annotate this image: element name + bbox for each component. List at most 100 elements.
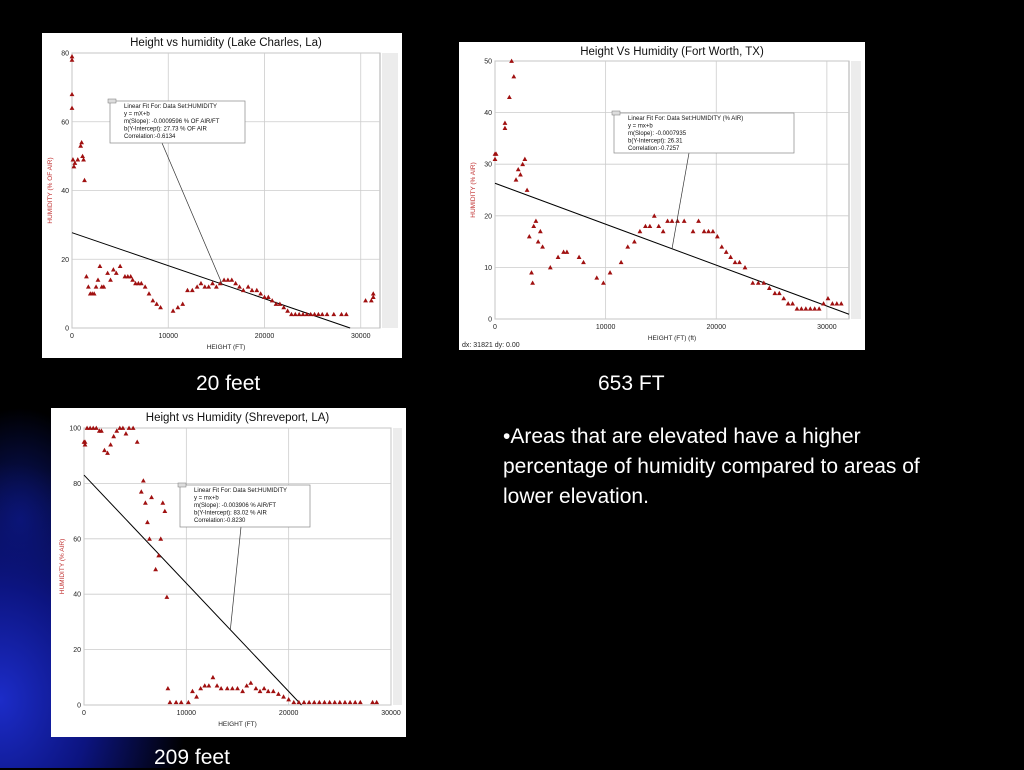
data-point: [337, 699, 343, 705]
data-point: [202, 284, 208, 289]
data-point: [660, 228, 666, 234]
y-tick-label: 100: [69, 426, 81, 433]
data-point: [343, 311, 349, 317]
data-point: [803, 306, 809, 311]
data-point: [154, 301, 160, 306]
data-point: [206, 683, 212, 688]
scrollbar-track: [393, 428, 402, 705]
data-point: [719, 244, 725, 249]
data-point: [113, 270, 119, 275]
data-point: [123, 431, 129, 436]
data-point: [153, 566, 159, 572]
data-point: [319, 311, 325, 317]
data-point: [249, 287, 255, 293]
data-point: [114, 428, 120, 433]
data-point: [111, 433, 117, 439]
y-tick-label: 10: [484, 265, 492, 272]
data-point: [522, 156, 528, 161]
y-tick-label: 0: [65, 326, 69, 333]
chart-shreveport: 0 10000 20000 30000 0 20 40 60 80 100 Height vs Hu…: [51, 408, 406, 737]
data-point: [511, 74, 517, 79]
data-point: [82, 442, 88, 447]
data-point: [79, 139, 85, 145]
fit-box-line: y = mx+b: [628, 124, 653, 130]
x-tick-label: 10000: [177, 710, 197, 717]
data-point: [240, 688, 246, 694]
data-point: [327, 699, 332, 705]
data-point: [110, 267, 116, 272]
data-point: [531, 223, 537, 229]
data-point: [158, 304, 163, 310]
data-point: [258, 291, 264, 296]
data-point: [607, 270, 613, 275]
data-point: [535, 239, 541, 244]
data-point: [830, 301, 835, 306]
y-tick-label: 20: [484, 213, 492, 220]
fit-box-line: Linear Fit For: Data Set:HUMIDITY: [194, 488, 287, 494]
data-point: [93, 425, 99, 430]
data-point: [70, 157, 76, 162]
chart-title: Height vs humidity (Lake Charles, La): [130, 37, 322, 49]
plot-area: [494, 60, 850, 320]
data-point: [128, 274, 134, 279]
data-point: [150, 298, 156, 303]
data-point: [237, 284, 242, 289]
data-point: [502, 125, 508, 130]
fit-box-line: y = mX+b: [124, 112, 150, 118]
data-point: [289, 311, 294, 317]
data-point: [185, 699, 191, 705]
data-point: [254, 287, 260, 293]
data-point: [306, 699, 312, 705]
data-point: [130, 277, 136, 282]
fit-box: [179, 484, 311, 528]
data-point: [618, 259, 624, 265]
data-point: [324, 311, 330, 317]
chart-shreveport-svg: 0 10000 20000 30000 0 20 40 60 80 100 Height vs Hu…: [59, 412, 402, 728]
fit-box-handle: [611, 110, 621, 116]
fit-box-line: Linear Fit For: Data Set:HUMIDITY (% AIR…: [628, 116, 743, 122]
data-point: [594, 275, 600, 280]
data-point: [799, 306, 804, 311]
data-point: [158, 536, 164, 541]
data-point: [143, 500, 148, 505]
data-point: [130, 425, 136, 430]
y-tick-label: 0: [488, 317, 492, 324]
data-point: [540, 244, 545, 249]
regression-line: [83, 474, 302, 706]
data-point: [149, 494, 154, 500]
data-point: [210, 280, 215, 286]
data-point: [95, 277, 101, 282]
data-point: [493, 151, 499, 156]
data-point: [69, 105, 75, 110]
fit-box-line: y = mx+b: [194, 496, 219, 502]
data-point: [781, 295, 787, 301]
data-point: [82, 177, 87, 183]
data-point: [194, 694, 199, 699]
x-tick-label: 30000: [817, 324, 837, 331]
data-point: [233, 280, 239, 286]
fit-box-line: Correlation:-0.6134: [124, 134, 176, 140]
y-tick-label: 0: [77, 703, 81, 710]
data-point: [147, 536, 152, 541]
fit-box-leader: [161, 142, 223, 285]
fit-box-line: b(Y-Intercept): 83.02 % AIR: [194, 511, 267, 517]
data-point: [69, 54, 75, 59]
data-point: [316, 311, 321, 317]
data-point: [291, 699, 297, 705]
data-point: [101, 284, 107, 289]
data-point: [761, 280, 767, 285]
data-point: [134, 439, 140, 444]
fit-box-line: b(Y-Intercept): 26.31: [628, 139, 683, 145]
x-tick-label: 30000: [381, 710, 401, 717]
data-point: [162, 508, 168, 514]
data-point: [75, 157, 81, 162]
data-point: [108, 277, 113, 282]
data-point: [93, 284, 99, 289]
data-point: [248, 680, 254, 685]
data-point: [270, 688, 276, 694]
data-point: [189, 287, 195, 293]
data-point: [509, 58, 514, 63]
data-point: [825, 295, 831, 301]
data-point: [732, 259, 738, 265]
data-point: [265, 688, 271, 694]
